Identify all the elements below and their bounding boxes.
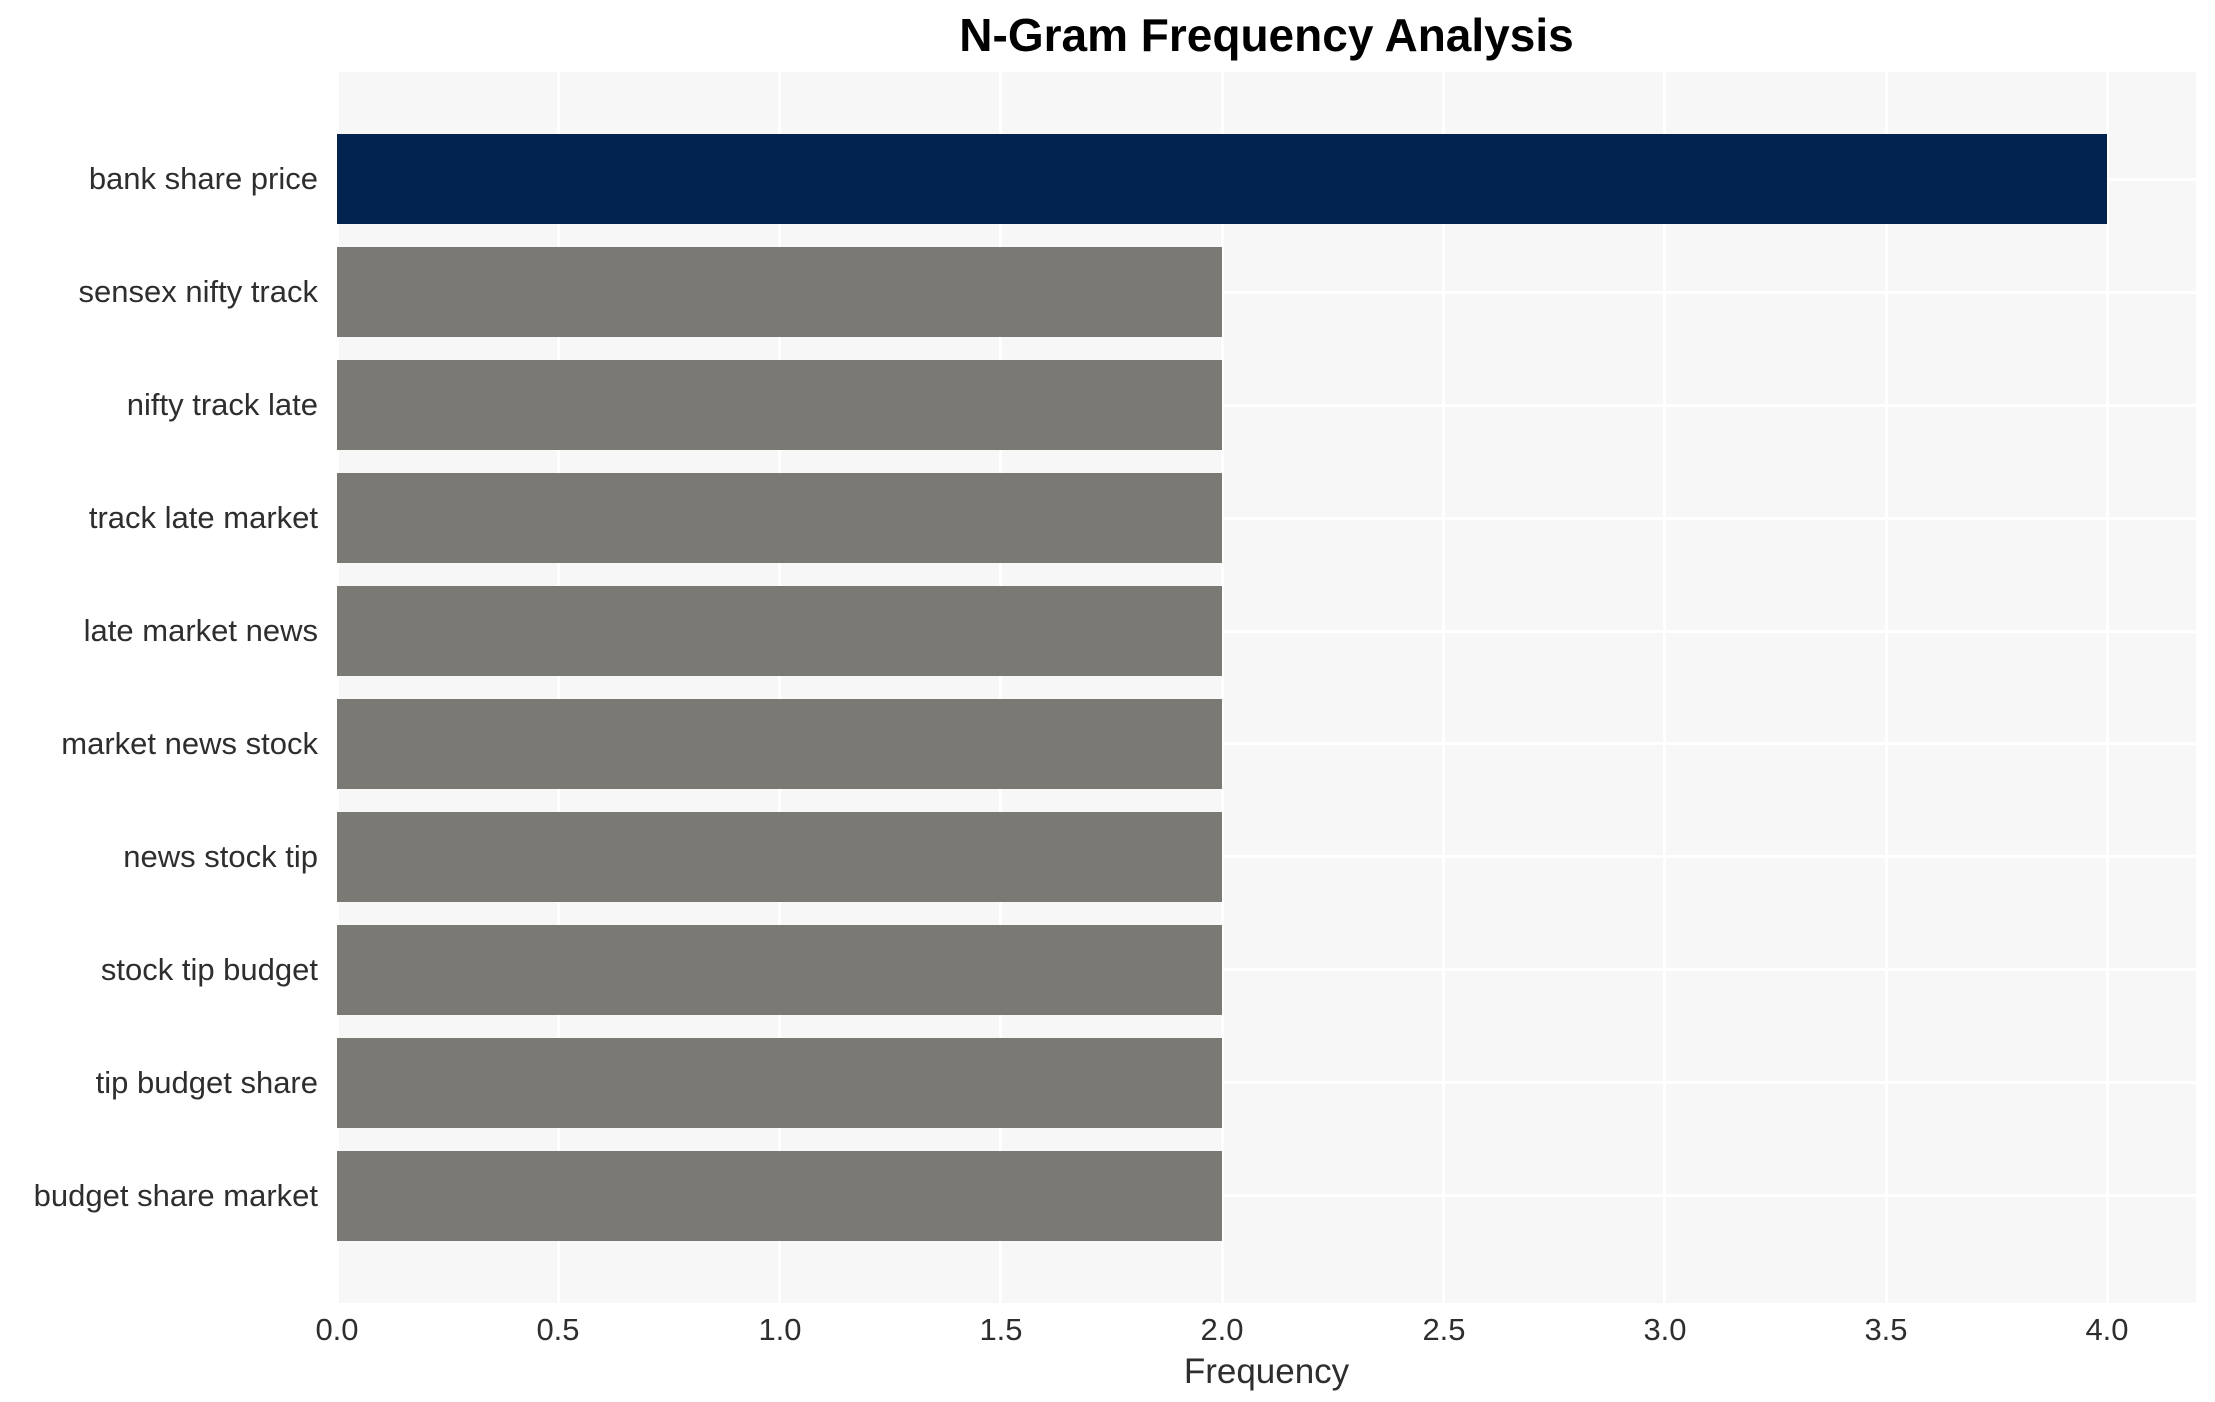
gridline-horizontal: [337, 1194, 2196, 1198]
gridline-horizontal: [337, 1081, 2196, 1085]
x-tick-label: 1.5: [979, 1312, 1023, 1347]
y-tick-label: late market news: [83, 613, 318, 648]
x-tick-label: 0.0: [315, 1312, 359, 1347]
x-tick-label: 2.0: [1200, 1312, 1244, 1347]
gridline-horizontal: [337, 403, 2196, 407]
y-tick-label: track late market: [88, 500, 318, 535]
y-tick-label: tip budget share: [95, 1065, 318, 1100]
gridline-vertical: [1220, 72, 1224, 1303]
chart-title: N-Gram Frequency Analysis: [959, 9, 1574, 61]
gridline-horizontal: [337, 629, 2196, 633]
y-tick-label: bank share price: [88, 161, 318, 196]
y-tick-label: news stock tip: [123, 839, 318, 874]
x-tick-label: 2.5: [1422, 1312, 1466, 1347]
gridline-vertical: [1884, 72, 1888, 1303]
gridline-vertical: [337, 72, 339, 1303]
bar-track-late-market: [337, 473, 1222, 563]
bar-news-stock-tip: [337, 812, 1222, 902]
gridline-vertical: [999, 72, 1003, 1303]
bar-late-market-news: [337, 586, 1222, 676]
bar-budget-share-market: [337, 1151, 1222, 1241]
x-axis-label: Frequency: [1183, 1352, 1350, 1391]
gridline-horizontal: [337, 516, 2196, 520]
bar-tip-budget-share: [337, 1038, 1222, 1128]
gridline-vertical: [556, 72, 560, 1303]
gridline-horizontal: [337, 855, 2196, 859]
x-tick-label: 3.0: [1643, 1312, 1687, 1347]
x-tick-label: 3.5: [1864, 1312, 1908, 1347]
x-tick-label: 0.5: [536, 1312, 580, 1347]
bar-sensex-nifty-track: [337, 247, 1222, 337]
gridline-vertical: [778, 72, 782, 1303]
gridline-vertical: [1442, 72, 1446, 1303]
bar-nifty-track-late: [337, 360, 1222, 450]
plot-area: [337, 72, 2196, 1303]
gridline-horizontal: [337, 290, 2196, 294]
bar-market-news-stock: [337, 699, 1222, 789]
y-tick-label: sensex nifty track: [78, 274, 318, 309]
gridline-horizontal: [337, 742, 2196, 746]
y-tick-label: stock tip budget: [100, 952, 318, 987]
bar-bank-share-price: [337, 134, 2107, 224]
x-tick-label: 1.0: [758, 1312, 802, 1347]
bar-stock-tip-budget: [337, 925, 1222, 1015]
y-tick-label: nifty track late: [126, 387, 318, 422]
y-tick-label: budget share market: [33, 1178, 318, 1213]
x-tick-label: 4.0: [2085, 1312, 2129, 1347]
gridline-vertical: [2105, 72, 2109, 1303]
gridline-horizontal: [337, 968, 2196, 972]
gridline-vertical: [1663, 72, 1667, 1303]
y-tick-label: market news stock: [61, 726, 318, 761]
